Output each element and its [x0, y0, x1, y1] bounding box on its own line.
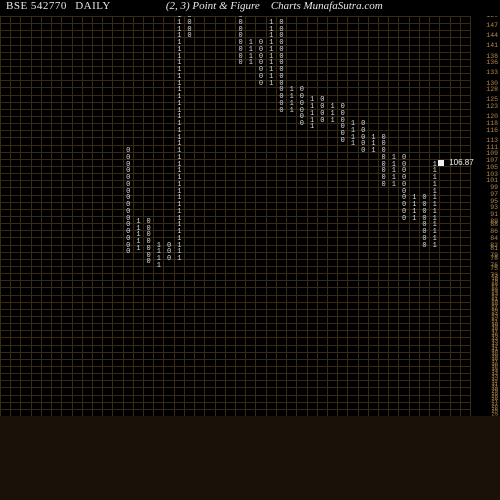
- chart-footer: [0, 416, 500, 500]
- pf-o-mark: 0: [236, 60, 245, 67]
- grid-line-horizontal: [0, 387, 470, 388]
- grid-line-horizontal: [0, 137, 470, 138]
- pf-o-mark: 0: [164, 256, 173, 263]
- grid-line-horizontal: [0, 359, 470, 360]
- grid-line-horizontal: [0, 130, 470, 131]
- grid-line-horizontal: [0, 309, 470, 310]
- grid-line-horizontal: [0, 45, 470, 46]
- pf-o-mark: 0: [359, 148, 368, 155]
- grid-line-horizontal: [0, 80, 470, 81]
- pf-o-mark: 0: [256, 81, 265, 88]
- grid-line-horizontal: [0, 409, 470, 410]
- pf-o-mark: 0: [399, 216, 408, 223]
- grid-line-horizontal: [0, 295, 470, 296]
- y-axis-label: 141: [486, 43, 498, 50]
- grid-line-horizontal: [0, 316, 470, 317]
- grid-line-horizontal: [0, 287, 470, 288]
- grid-line-horizontal: [0, 352, 470, 353]
- grid-line-horizontal: [0, 252, 470, 253]
- grid-line-horizontal: [0, 52, 470, 53]
- pf-o-mark: 0: [144, 259, 153, 266]
- pf-o-mark: 0: [124, 249, 133, 256]
- grid-line-horizontal: [0, 259, 470, 260]
- pf-o-mark: 0: [420, 243, 429, 250]
- y-axis-label: 128: [486, 87, 498, 94]
- pf-x-mark: 1: [267, 81, 276, 88]
- grid-line-horizontal: [0, 237, 470, 238]
- y-axis-label: 147: [486, 23, 498, 30]
- chart-header: BSE 542770 DAILY (2, 3) Point & Figure C…: [0, 0, 500, 16]
- pf-x-mark: 1: [389, 182, 398, 189]
- grid-line-horizontal: [0, 245, 470, 246]
- y-axis-label: 116: [486, 128, 498, 135]
- grid-line-horizontal: [0, 66, 470, 67]
- grid-line-horizontal: [0, 37, 470, 38]
- grid-line-horizontal: [0, 16, 470, 17]
- grid-line-horizontal: [0, 145, 470, 146]
- grid-line-horizontal: [0, 323, 470, 324]
- grid-line-horizontal: [0, 152, 470, 153]
- pf-o-mark: 0: [185, 33, 194, 40]
- pf-x-mark: 1: [328, 118, 337, 125]
- y-axis-label: 144: [486, 33, 498, 40]
- grid-line-horizontal: [0, 330, 470, 331]
- grid-line-horizontal: [0, 345, 470, 346]
- grid-line-horizontal: [0, 395, 470, 396]
- grid-line-horizontal: [0, 109, 470, 110]
- grid-line-horizontal: [0, 116, 470, 117]
- grid-line-horizontal: [0, 95, 470, 96]
- chart-plot-area: 0000000000000000111110000000111100011111…: [0, 16, 470, 416]
- pf-o-mark: 0: [297, 121, 306, 128]
- pf-x-mark: 1: [348, 141, 357, 148]
- y-axis-label: 123: [486, 104, 498, 111]
- pf-x-mark: 1: [430, 243, 439, 250]
- grid-line-horizontal: [0, 380, 470, 381]
- pf-x-mark: 1: [308, 124, 317, 131]
- grid-line-horizontal: [0, 273, 470, 274]
- grid-line-horizontal: [0, 73, 470, 74]
- grid-line-horizontal: [0, 280, 470, 281]
- period-label: DAILY: [75, 0, 111, 12]
- pf-x-mark: 1: [175, 256, 184, 263]
- grid-line-horizontal: [0, 23, 470, 24]
- y-axis-label: 133: [486, 70, 498, 77]
- chart-config: (2, 3) Point & Figure: [166, 0, 260, 12]
- pf-o-mark: 0: [338, 138, 347, 145]
- pf-o-mark: 0: [379, 182, 388, 189]
- grid-line-horizontal: [0, 230, 470, 231]
- grid-line-horizontal: [0, 266, 470, 267]
- chart-container: BSE 542770 DAILY (2, 3) Point & Figure C…: [0, 0, 500, 500]
- grid-line-horizontal: [0, 373, 470, 374]
- grid-line-horizontal: [0, 59, 470, 60]
- grid-line-horizontal: [0, 337, 470, 338]
- pf-x-mark: 1: [134, 246, 143, 253]
- pf-x-mark: 1: [246, 60, 255, 67]
- chart-source: Charts MunafaSutra.com: [271, 0, 383, 12]
- ticker-symbol: BSE 542770: [6, 0, 67, 12]
- grid-line-horizontal: [0, 302, 470, 303]
- grid-line-horizontal: [0, 366, 470, 367]
- pf-o-mark: 0: [318, 118, 327, 125]
- pf-x-mark: 1: [369, 148, 378, 155]
- grid-line-horizontal: [0, 123, 470, 124]
- grid-line-horizontal: [0, 102, 470, 103]
- price-marker-value: 106.87: [449, 158, 473, 167]
- pf-x-mark: 1: [410, 216, 419, 223]
- y-axis-label: 136: [486, 60, 498, 67]
- pf-x-mark: 1: [154, 263, 163, 270]
- pf-o-mark: 0: [277, 108, 286, 115]
- grid-line-horizontal: [0, 402, 470, 403]
- pf-x-mark: 1: [287, 108, 296, 115]
- grid-line-horizontal: [0, 87, 470, 88]
- price-marker: 106.87: [438, 158, 474, 167]
- y-axis: 1501471441411381361331301281251231201181…: [470, 16, 500, 416]
- grid-line-horizontal: [0, 223, 470, 224]
- grid-line-horizontal: [0, 30, 470, 31]
